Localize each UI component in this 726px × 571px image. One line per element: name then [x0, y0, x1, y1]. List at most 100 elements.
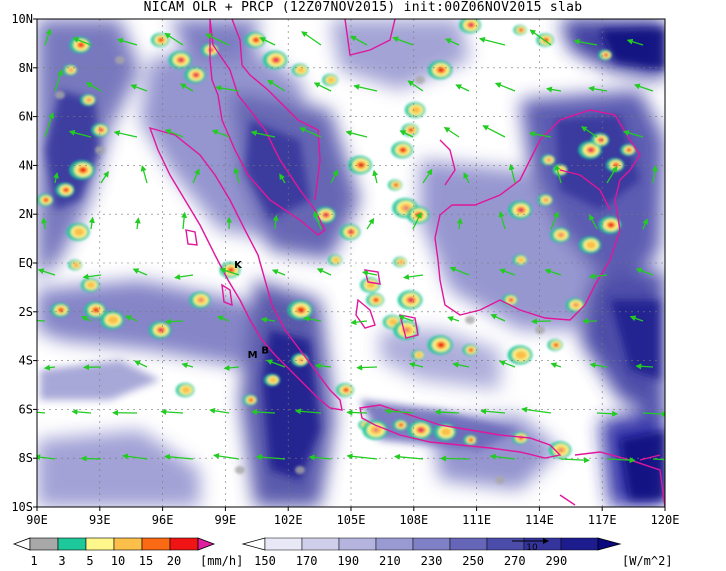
wind-vector: [589, 362, 608, 369]
wind-vector: [606, 165, 618, 184]
wind-vector: [80, 455, 102, 462]
wind-vector: [313, 82, 332, 92]
place-markers: K M B: [234, 260, 269, 361]
precip-cell: [407, 420, 433, 440]
olr-colorbar-label: 250: [462, 554, 484, 568]
precip-cell: [540, 154, 556, 166]
olr-colorbar-unit: [W/m^2]: [622, 554, 673, 568]
precip-cell: [427, 335, 453, 355]
precip-cell: [387, 179, 403, 191]
wind-vector: [626, 38, 644, 46]
lat-tick-label: 6N: [19, 110, 33, 124]
precip-cell: [66, 223, 90, 241]
precip-cell: [565, 297, 585, 313]
wind-vector: [181, 211, 188, 230]
wind-vector: [499, 360, 516, 368]
wind-vector: [223, 364, 240, 371]
wind-vector: [174, 273, 194, 280]
precip-cell: [339, 224, 361, 240]
wind-vector: [255, 454, 286, 461]
wind-vector: [356, 364, 378, 371]
precip-cell: [37, 193, 54, 207]
precip-cell: [168, 51, 192, 69]
wind-vector: [164, 453, 194, 460]
wind-vector: [164, 129, 184, 138]
precip-cell: [362, 420, 388, 440]
olr-colorbar-label: 210: [379, 554, 401, 568]
wind-vector: [259, 37, 276, 46]
olr-colorbar-box: [301, 537, 340, 551]
precip-cell: [537, 194, 553, 206]
precip-cell: [401, 123, 419, 137]
wind-vector: [651, 165, 658, 184]
wind-vector: [219, 267, 240, 276]
coastlines: [148, 19, 665, 507]
wind-vector: [205, 33, 230, 46]
wind-vector: [361, 270, 378, 277]
lat-tick-label: 4N: [19, 158, 33, 172]
wind-vector: [53, 172, 59, 184]
precip-cell: [264, 373, 280, 387]
wind-vector: [301, 31, 322, 46]
precip-cell: [175, 382, 195, 398]
precip-colorbar-label: 10: [111, 554, 125, 568]
precip-colorbar-label: 15: [139, 554, 153, 568]
wind-vector: [580, 126, 598, 138]
wind-vector: [444, 38, 460, 46]
olr-colorbar: 150 170 190 210 230 250 270 290 [W/m^2] 10: [241, 537, 673, 568]
wind-vector: [37, 454, 56, 461]
wind-vector: [652, 458, 665, 461]
plot-area: K M B: [37, 19, 665, 507]
wind-vector: [82, 273, 102, 280]
precip-cell: [69, 160, 95, 180]
wind-vector: [116, 37, 138, 46]
precip-cell: [69, 36, 91, 54]
olr-colorbar-box: [375, 537, 414, 551]
wind-vector: [260, 316, 276, 323]
wind-vector: [546, 86, 562, 93]
precip-cell: [262, 50, 288, 70]
precip-cell: [336, 383, 354, 397]
precip-cell: [507, 345, 533, 365]
lon-tick-label: 90E: [26, 513, 48, 527]
precip-colorbar-label: 20: [167, 554, 181, 568]
precip-cell: [393, 256, 407, 268]
wind-vector: [560, 457, 590, 464]
wind-vector: [642, 218, 648, 230]
precip-cell: [433, 423, 457, 441]
vector-reference-label: 10: [526, 543, 538, 553]
wind-vector: [41, 217, 48, 230]
precip-cell: [50, 302, 70, 318]
wind-vector: [366, 217, 375, 230]
olr-colorbar-label: 230: [421, 554, 443, 568]
wind-vector: [215, 85, 240, 92]
precip-cell: [427, 60, 453, 80]
precip-cell: [512, 254, 528, 266]
wind-vector: [125, 315, 138, 322]
precip-light-cell: [495, 476, 505, 484]
wind-vector: [440, 455, 470, 462]
olr-colorbar-label: 270: [504, 554, 526, 568]
wind-vector: [635, 267, 654, 276]
lat-tick-label: 8N: [19, 61, 33, 75]
wind-vector: [554, 164, 562, 184]
wind-vector: [498, 211, 506, 230]
wind-vector: [345, 130, 368, 138]
wind-vector: [455, 84, 470, 92]
precip-colorbar-label: 5: [86, 554, 93, 568]
wind-vector: [393, 453, 424, 460]
wind-vector: [316, 268, 332, 276]
wind-vector: [71, 408, 92, 415]
wind-vector: [384, 408, 414, 415]
precip-cell: [359, 277, 381, 293]
precip-cell: [150, 32, 170, 48]
wind-vector: [314, 362, 332, 369]
wind-vector: [399, 130, 414, 138]
wind-vector: [642, 410, 665, 417]
precip-cell: [100, 310, 124, 330]
olr-colorbar-label: 170: [296, 554, 318, 568]
olr-colorbar-label: 190: [337, 554, 359, 568]
olr-colorbar-label: 290: [546, 554, 568, 568]
wind-vector: [100, 170, 109, 184]
precip-cell: [547, 339, 563, 351]
